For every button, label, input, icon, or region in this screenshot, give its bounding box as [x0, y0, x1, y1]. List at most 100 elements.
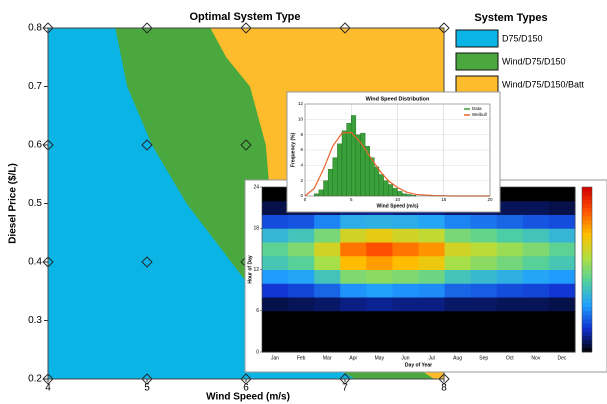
heat-cell [444, 283, 472, 298]
colorbar-step [582, 240, 592, 246]
colorbar-step [582, 319, 592, 324]
hist-bar [383, 180, 389, 197]
heat-cell [496, 338, 524, 353]
colorbar-step [582, 290, 592, 295]
heat-cell [366, 255, 393, 270]
y-axis-label: Diesel Price ($/L) [8, 163, 19, 244]
heat-cell [262, 338, 289, 353]
x-tick-label: 8 [441, 383, 447, 394]
heat-cell [288, 214, 315, 229]
heat-cell [392, 255, 419, 270]
point-marker [240, 373, 252, 385]
heat-cell [470, 228, 498, 243]
heat-cell [548, 324, 576, 339]
colorbar-step [582, 261, 592, 266]
y-tick-label: 0.4 [28, 257, 42, 268]
heat-cell [522, 200, 550, 215]
colorbar-step [582, 257, 592, 262]
heat-cell [262, 242, 289, 257]
colorbar-step [582, 232, 592, 237]
heat-cell [548, 269, 576, 284]
x-tick-label: Oct [506, 355, 514, 361]
y-tick-label: 24 [253, 184, 259, 190]
heat-cell [418, 283, 446, 298]
hist-bar [327, 168, 333, 197]
y-tick-label: 0.3 [28, 315, 42, 326]
heat-cell [470, 283, 498, 298]
heat-cell [470, 214, 498, 229]
heat-cell [444, 255, 472, 270]
colorbar-step [582, 327, 592, 332]
heat-cell [262, 283, 289, 298]
heat-cell [496, 255, 524, 270]
x-tick-label: 5 [144, 383, 150, 394]
hist-bar [337, 143, 343, 197]
colorbar-step [582, 228, 592, 233]
heat-cell [262, 214, 289, 229]
heat-cell [340, 310, 367, 325]
heat-cell [444, 214, 472, 229]
point-marker [141, 139, 153, 151]
heat-cell [392, 324, 419, 339]
heat-cell [340, 324, 367, 339]
heat-cell [444, 338, 472, 353]
heat-cell [314, 214, 341, 229]
colorbar-step [582, 335, 592, 341]
colorbar-step [582, 269, 592, 275]
x-axis-label: Wind Speed (m/s) [206, 392, 290, 403]
legend-swatch [455, 75, 499, 94]
heat-cell [470, 242, 498, 257]
heat-cell [288, 283, 315, 298]
colorbar-step [582, 191, 592, 196]
colorbar-step [582, 310, 592, 316]
heat-cell [496, 214, 524, 229]
x-tick-label: Feb [297, 355, 306, 361]
hist-bar [351, 115, 357, 197]
y-tick-label: 6 [300, 147, 303, 152]
hist-bar [341, 130, 347, 197]
heat-cell [548, 242, 576, 257]
chart-title: Optimal System Type [189, 11, 300, 23]
heat-cell [262, 324, 289, 339]
y-tick-label: 18 [253, 226, 259, 232]
heat-cell [444, 269, 472, 284]
heat-cell [340, 297, 367, 312]
heat-cell [444, 297, 472, 312]
legend-title: System Types [474, 12, 547, 24]
heat-cell [314, 269, 341, 284]
heat-cell [548, 283, 576, 298]
heat-cell [470, 310, 498, 325]
colorbar-step [582, 220, 592, 225]
heat-cell [366, 338, 393, 353]
heat-cell [366, 269, 393, 284]
heat-cell [444, 228, 472, 243]
hist-bar [397, 191, 403, 197]
colorbar-step [582, 343, 592, 349]
colorbar-step [582, 298, 592, 303]
y-tick-label: 6 [256, 308, 259, 314]
heat-cell [262, 200, 289, 215]
heat-cell [340, 269, 367, 284]
heat-cell [392, 310, 419, 325]
heat-cell [392, 214, 419, 229]
x-tick-label: Jan [271, 355, 279, 361]
legend-label: D75/D150 [502, 33, 543, 43]
heat-cell [444, 310, 472, 325]
hist-bar [374, 166, 380, 197]
colorbar-border [581, 186, 593, 353]
heat-cell [418, 242, 446, 257]
chart-title: Wind Speed Distribution [366, 96, 430, 102]
legend-label: Wind/D75/D150/Batt [502, 79, 585, 89]
colorbar-step [582, 331, 592, 336]
heat-cell [522, 283, 550, 298]
heat-cell [262, 269, 289, 284]
heat-cell [418, 228, 446, 243]
heat-cell [340, 214, 367, 229]
heat-cell [444, 242, 472, 257]
legend-swatch [455, 29, 499, 48]
heat-cell [418, 310, 446, 325]
heat-cell [548, 297, 576, 312]
heat-cell [470, 338, 498, 353]
hist-bar [401, 193, 407, 197]
heat-cell [522, 324, 550, 339]
